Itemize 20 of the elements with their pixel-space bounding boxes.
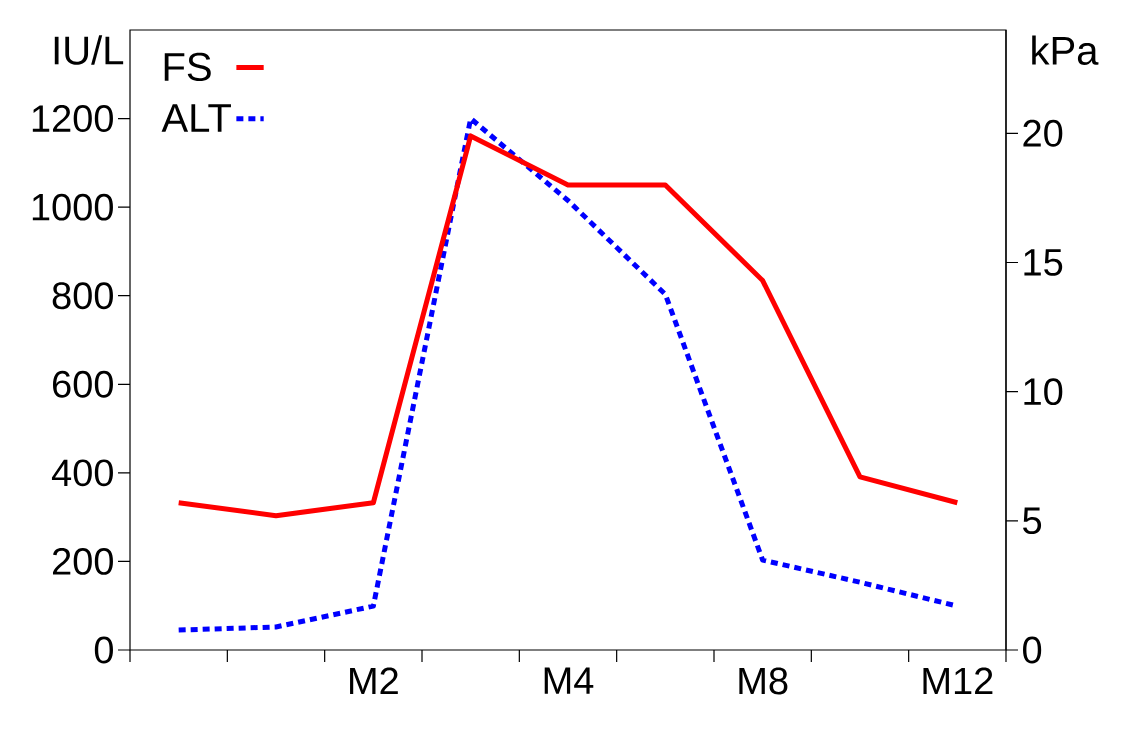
legend-label: ALT (161, 104, 231, 132)
y-axis-title: IU/L (54, 35, 124, 65)
x-tick-label: M8 (739, 667, 788, 695)
y2-tick-label: 0 (1023, 636, 1042, 664)
x-tick-label: M12 (923, 667, 993, 695)
y-tick-label: 200 (52, 547, 113, 575)
y-tick-label: 0 (94, 636, 113, 664)
y2-tick-label: 5 (1023, 507, 1042, 535)
y-tick-label: 800 (52, 282, 113, 310)
x-tick-label: M4 (544, 667, 594, 694)
y2-tick-label: 10 (1024, 378, 1063, 406)
legend-label: FS (164, 52, 211, 82)
y2-tick-label: 15 (1024, 249, 1063, 276)
x-tick-label: M2 (350, 667, 398, 695)
y2-tick-label: 20 (1023, 119, 1063, 147)
y-tick-label: 1200 (32, 105, 113, 133)
y-tick-label: 600 (53, 370, 113, 398)
y2-axis-title: kPa (1032, 35, 1099, 65)
y-tick-label: 1000 (32, 193, 113, 221)
y-tick-label: 400 (51, 459, 113, 487)
